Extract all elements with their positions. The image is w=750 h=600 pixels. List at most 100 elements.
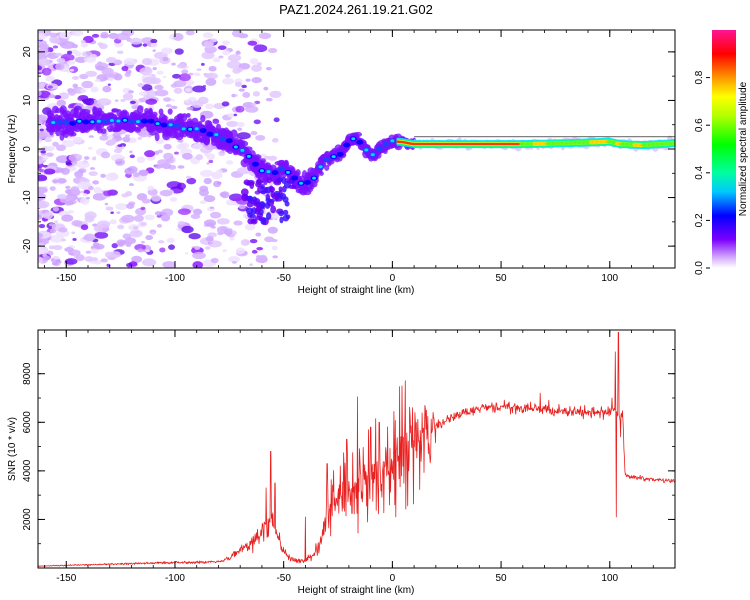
spectrogram-speckle: [83, 156, 90, 160]
snr-ylabel: SNR (10 * v/v): [7, 417, 18, 481]
spectrogram-speckle: [38, 166, 42, 171]
x-tick-label: 100: [601, 273, 618, 284]
spectrogram-speckle: [128, 183, 134, 187]
spectrogram-speckle: [185, 175, 192, 179]
spectrogram-speckle: [150, 42, 158, 48]
spectrogram-speckle: [245, 241, 250, 244]
y-tick-label: 20: [22, 46, 33, 58]
spectrogram-cell: [265, 212, 272, 220]
spectrogram-speckle: [38, 186, 48, 194]
spectrogram-speckle: [38, 115, 48, 121]
spectrogram-speckle: [226, 120, 239, 127]
spectrogram-speckle: [122, 136, 131, 143]
spectrogram-speckle: [72, 44, 78, 49]
spectrogram-speckle: [205, 103, 214, 110]
spectrogram-speckle: [153, 150, 160, 155]
spectrogram-speckle: [208, 240, 222, 248]
spectrogram-speckle: [162, 75, 167, 79]
colorbar-gradient: [712, 30, 736, 268]
spectrogram-speckle: [123, 57, 138, 66]
spectrogram-speckle: [264, 236, 275, 243]
spectrogram-speckle: [232, 67, 241, 74]
ridge-peak: [122, 118, 127, 122]
spectrogram-cell: [279, 216, 284, 224]
y-tick-label: -20: [22, 238, 33, 253]
spectrogram-speckle: [142, 43, 148, 47]
spectrogram-speckle: [38, 232, 44, 239]
spectrogram-speckle: [185, 30, 195, 36]
spectrogram-speckle: [95, 65, 106, 71]
spectrogram-speckle: [92, 259, 102, 265]
snr-series-line: [38, 332, 675, 567]
spectrogram-speckle: [49, 186, 56, 191]
x-tick-label: 100: [601, 573, 618, 584]
spectrogram-speckle: [145, 98, 158, 105]
spectrogram-speckle: [125, 191, 133, 197]
spectrogram-speckle: [150, 231, 156, 235]
y-tick-label: -10: [22, 190, 33, 205]
spectrogram-speckle: [96, 98, 112, 106]
spectrogram-speckle: [268, 155, 278, 161]
spectrogram-cell: [200, 114, 206, 123]
spectrogram-speckle: [188, 72, 194, 76]
spectrogram-cell: [254, 215, 263, 221]
spectrogram-cell: [100, 128, 107, 134]
snr-frame: [37, 329, 676, 569]
tone-band-segment: [671, 140, 675, 146]
spectrogram-speckle: [250, 130, 258, 136]
spectrogram-speckle: [147, 185, 155, 191]
colorbar-tick-label: 0.4: [694, 165, 705, 179]
spectrogram-speckle: [84, 98, 95, 106]
spectrogram-speckle: [181, 225, 194, 234]
ridge-core: [277, 166, 285, 172]
colorbar-tick-label: 0.6: [694, 118, 705, 132]
ridge-core: [141, 118, 149, 124]
spectrogram-speckle: [203, 177, 212, 185]
snr-axes: -150 -100 -50 0 50 100 2000 4000 6000 8000: [22, 330, 676, 584]
spectrogram-speckle: [150, 194, 162, 202]
ridge-peak: [109, 118, 114, 122]
spectrogram-speckle: [52, 141, 59, 147]
spectrogram-speckle: [94, 78, 101, 83]
ridge-peak: [194, 127, 199, 131]
ridge-core: [147, 118, 155, 124]
ridge-peak: [214, 133, 219, 137]
spectrogram-cell: [244, 146, 253, 152]
spectrogram-speckle: [92, 180, 100, 185]
ridge-peak: [136, 120, 141, 124]
spectrogram-cell: [264, 202, 271, 209]
spectrogram-speckle: [193, 72, 201, 77]
colorbar-tick-label: 0.2: [694, 213, 705, 227]
spectrogram-speckle: [121, 214, 135, 223]
spectrogram-speckle: [251, 102, 257, 107]
spectrogram-speckle: [102, 85, 112, 93]
spectrogram-cell: [270, 205, 277, 214]
spectrogram-speckle: [74, 56, 88, 63]
spectrogram-speckle: [107, 73, 116, 78]
spectrogram-speckle: [140, 221, 147, 226]
spectrogram-speckle: [255, 232, 262, 237]
spectrogram-speckle: [271, 245, 278, 251]
spectrogram-cell: [154, 132, 160, 142]
ridge-peak: [286, 170, 291, 174]
spectrogram-speckle: [168, 244, 176, 250]
x-tick-label: 50: [496, 573, 508, 584]
spectrogram-speckle: [186, 177, 197, 185]
ridge-peak: [266, 170, 271, 174]
spectrogram-speckle: [69, 68, 75, 72]
spectrogram-speckle: [218, 55, 224, 59]
spectrogram-speckle: [227, 54, 242, 62]
spectrogram-speckle: [64, 247, 74, 252]
spectrogram-cell: [249, 181, 255, 190]
spectrogram-speckle: [55, 144, 67, 152]
spectrogram-cell: [230, 129, 238, 138]
spectrogram-speckle: [42, 212, 54, 219]
spectrogram-speckle: [133, 214, 144, 222]
spectrogram-speckle: [217, 232, 224, 236]
spectrogram-speckle: [88, 171, 98, 177]
spectrogram-speckle: [97, 61, 103, 65]
spectrogram-speckle: [228, 256, 241, 263]
spectrogram-speckle: [82, 193, 88, 197]
spectrogram-speckle: [106, 139, 117, 146]
spectrogram-speckle: [138, 97, 147, 103]
